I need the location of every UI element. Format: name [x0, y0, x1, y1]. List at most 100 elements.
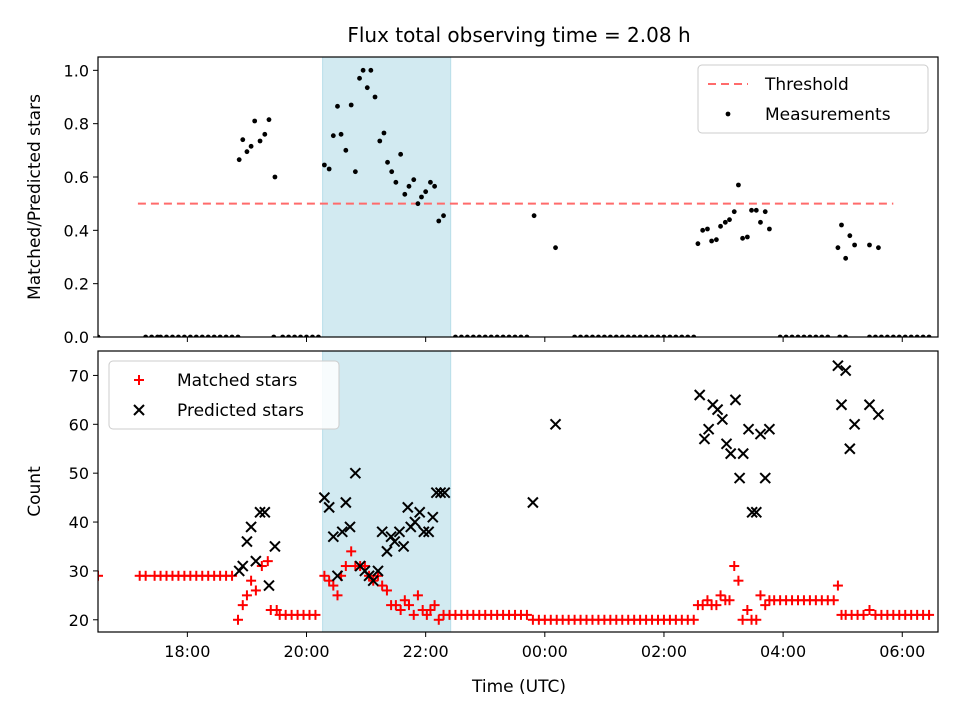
predicted-point	[241, 535, 253, 548]
predicted-point	[323, 501, 335, 514]
legend-label: Threshold	[764, 75, 849, 95]
predicted-point	[388, 535, 401, 548]
predicted-point	[863, 399, 876, 411]
matched-point	[733, 575, 744, 586]
predicted-point	[367, 574, 379, 587]
y-tick-label: 0.8	[64, 115, 89, 134]
y-tick-label: 0.6	[64, 168, 89, 187]
matched-point	[408, 609, 419, 620]
measurement-point	[385, 159, 390, 165]
measurement-point	[531, 213, 537, 219]
predicted-point	[711, 403, 724, 416]
predicted-point	[763, 423, 776, 435]
predicted-point	[259, 506, 271, 518]
measurement-point	[839, 222, 844, 228]
y-tick-label: 40	[69, 513, 89, 532]
x-tick-label: 20:00	[283, 642, 329, 661]
predicted-point	[402, 501, 414, 514]
measurement-point	[377, 138, 383, 144]
legend-measurement-swatch	[725, 111, 731, 117]
axes-frame	[97, 350, 939, 633]
matched-point	[429, 600, 440, 611]
matched-point	[237, 600, 248, 611]
predicted-point	[724, 447, 737, 460]
measurement-point	[244, 149, 250, 155]
matched-point	[390, 600, 401, 611]
measurement-point	[847, 233, 853, 239]
predicted-point	[254, 506, 266, 518]
measurement-point	[381, 130, 387, 136]
legend-label: Matched stars	[177, 371, 297, 391]
measurement-point	[744, 234, 750, 240]
matched-point	[377, 580, 388, 591]
matched-point	[246, 575, 257, 586]
matched-point	[715, 590, 726, 601]
matched-point	[328, 580, 339, 591]
measurement-point	[415, 201, 421, 207]
predicted-point	[422, 526, 435, 538]
measurement-point	[348, 102, 354, 108]
measurement-point	[364, 85, 370, 91]
matched-point	[262, 556, 273, 567]
matched-point	[241, 590, 252, 601]
predicted-point	[737, 447, 749, 460]
predicted-point	[340, 496, 352, 509]
legend-label: Measurements	[765, 105, 891, 125]
y-axis-label: Count	[25, 466, 45, 517]
predicted-point	[832, 359, 844, 372]
measurement-point	[428, 179, 433, 185]
measurement-point	[736, 182, 741, 188]
matched-point	[711, 600, 722, 611]
y-tick-label: 20	[69, 611, 89, 630]
matched-point	[412, 590, 423, 601]
y-axis-label: Matched/Predicted stars	[25, 94, 45, 300]
predicted-point	[872, 408, 885, 421]
predicted-point	[733, 472, 746, 484]
count-panel: 20 30 40 50 60 70 Count 18:00 20:00 22:00 00:00 02:…	[25, 350, 939, 661]
matched-point	[864, 605, 875, 616]
measurement-point	[423, 189, 429, 195]
measurement-point	[718, 223, 723, 229]
measurement-point	[758, 219, 763, 225]
data-points	[98, 359, 935, 625]
x-tick-label: 04:00	[760, 642, 806, 661]
predicted-point	[439, 487, 451, 499]
measurement-point	[368, 67, 374, 73]
measurement-point	[393, 179, 399, 185]
y-tick-label: 50	[69, 464, 89, 483]
predicted-point	[263, 579, 275, 592]
matched-point	[140, 570, 151, 581]
predicted-point	[318, 491, 331, 504]
measurement-point	[441, 213, 446, 219]
matched-point	[403, 600, 414, 611]
matched-point	[729, 561, 740, 572]
axes-frame	[97, 56, 939, 338]
highlight-span	[322, 56, 452, 338]
predicted-point	[331, 570, 344, 582]
measurement-point	[252, 118, 258, 124]
measurement-point	[398, 151, 404, 157]
matched-point	[381, 585, 392, 596]
matched-point	[332, 590, 343, 601]
measurement-point	[876, 245, 881, 251]
predicted-point	[397, 540, 410, 553]
matched-point	[832, 580, 843, 591]
measurement-point	[700, 227, 706, 233]
measurement-point	[257, 138, 263, 144]
measurement-point	[338, 131, 344, 137]
legend: Matched stars Predicted stars	[108, 360, 340, 430]
x-tick-label: 00:00	[522, 642, 568, 661]
measurement-point	[411, 177, 417, 183]
matched-point	[233, 614, 243, 625]
matched-point	[755, 590, 766, 601]
predicted-point	[427, 511, 439, 523]
matched-point	[742, 605, 753, 616]
measurement-point	[762, 209, 768, 215]
matched-point	[98, 570, 103, 581]
measurement-point	[262, 131, 268, 137]
predicted-point	[349, 467, 362, 479]
predicted-point	[750, 506, 763, 518]
measurement-point	[749, 207, 754, 213]
measurement-point	[389, 169, 395, 175]
measurement-point	[236, 157, 242, 163]
